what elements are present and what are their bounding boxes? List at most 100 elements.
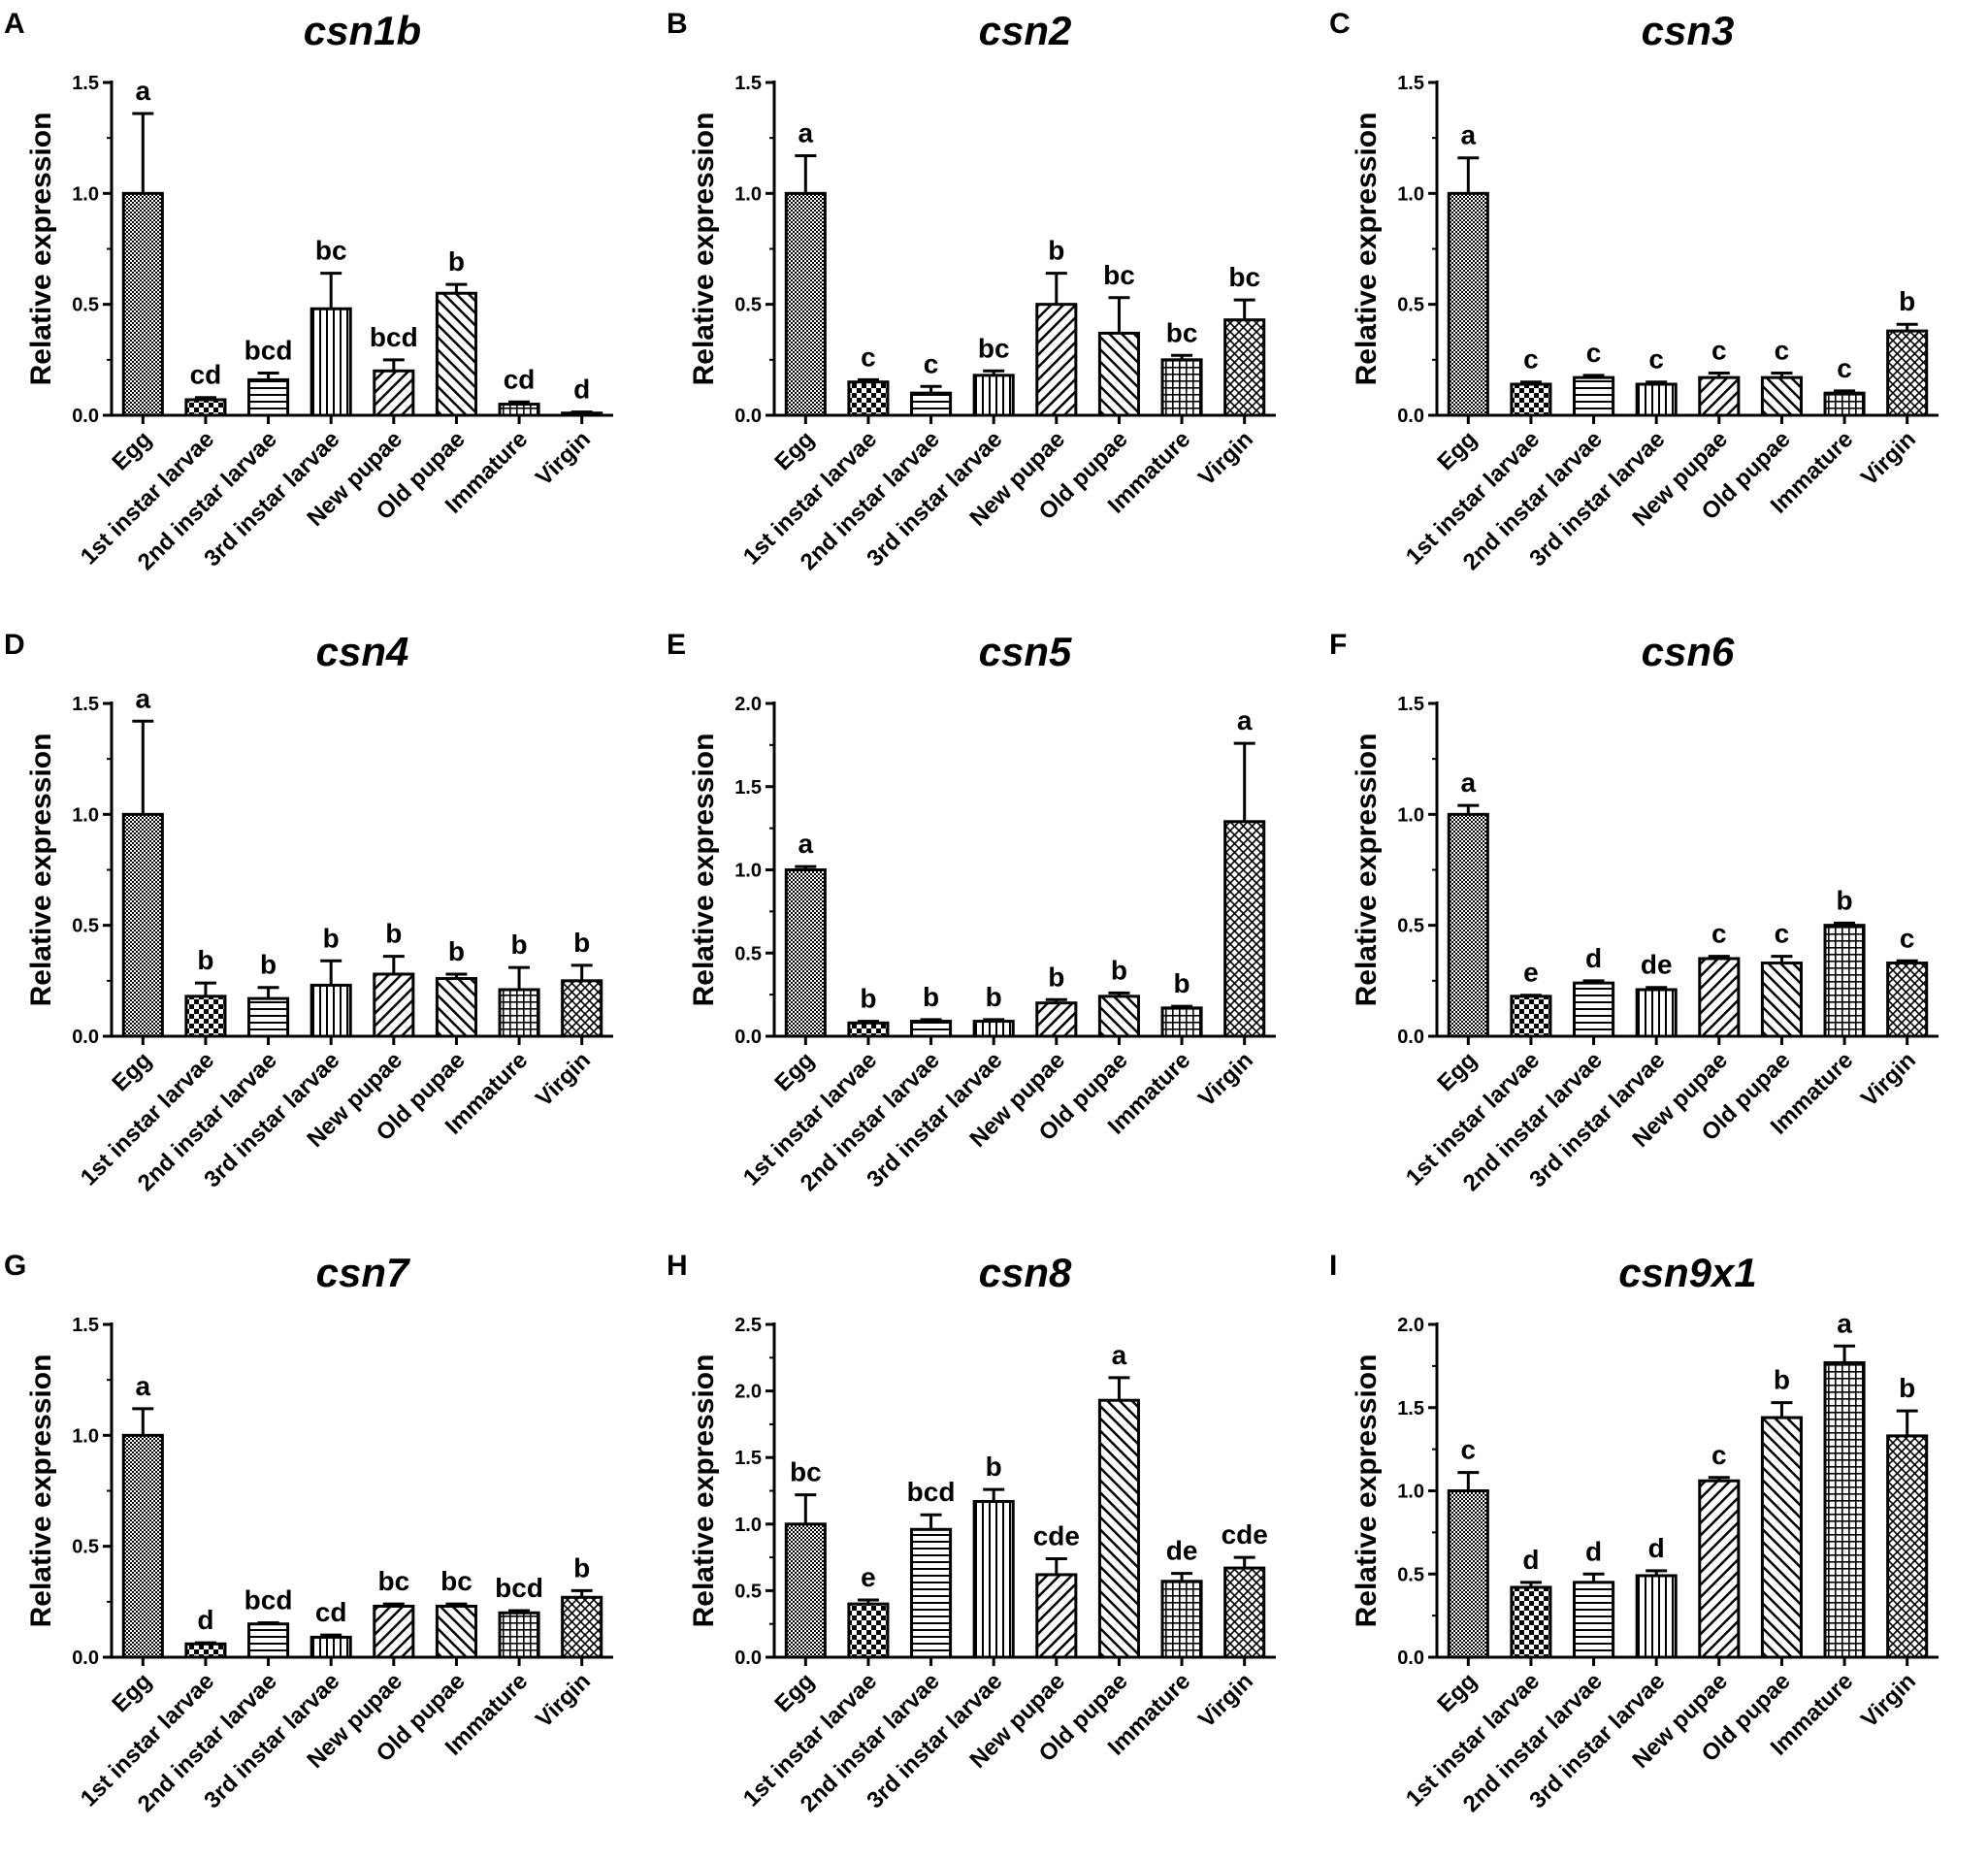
panel-c-significance-label: b xyxy=(1899,286,1915,316)
panel-f-significance-label: c xyxy=(1900,923,1915,953)
panel-c-y-tick-label: 1.0 xyxy=(1397,183,1424,205)
panel-f-category-label: Egg xyxy=(1432,1047,1482,1096)
panel-e-bar xyxy=(972,1020,1015,1038)
panel-f-significance-label: c xyxy=(1775,919,1790,949)
panel-f-significance-label: c xyxy=(1711,919,1727,949)
panel-f-title: csn6 xyxy=(1642,629,1735,674)
panel-g-y-tick-label: 1.5 xyxy=(72,1315,99,1336)
panel-e-letter: E xyxy=(667,629,686,661)
panel-b-y-tick-label: 0.0 xyxy=(734,406,762,427)
panel-i-title: csn9x1 xyxy=(1618,1250,1756,1295)
panel-e-y-tick-label: 0.5 xyxy=(734,943,762,964)
panel-a-y-tick-label: 1.5 xyxy=(72,73,99,94)
panel-i-bar xyxy=(1760,1416,1803,1659)
panel-d-significance-label: b xyxy=(260,950,277,980)
panel-g-bar xyxy=(247,1622,290,1659)
panel-a-significance-label: cd xyxy=(190,360,222,390)
panel-i-bar xyxy=(1823,1360,1866,1659)
panel-c-letter: C xyxy=(1329,8,1351,40)
panel-d-significance-label: b xyxy=(323,923,340,953)
panel-i-y-tick-label: 1.5 xyxy=(1397,1398,1424,1419)
panel-h-significance-label: de xyxy=(1166,1536,1198,1566)
panel-i-significance-label: a xyxy=(1837,1308,1852,1338)
panel-f-bar xyxy=(1510,995,1552,1038)
panel-d-bar xyxy=(310,983,352,1038)
panel-c-category-label: Virgin xyxy=(1856,426,1921,491)
panel-h-bar xyxy=(1223,1566,1266,1659)
panel-i-y-tick-label: 2.0 xyxy=(1397,1315,1424,1336)
panel-e-title: csn5 xyxy=(979,629,1072,674)
panel-a-significance-label: bcd xyxy=(244,336,293,366)
panel-h-y-tick-label: 2.5 xyxy=(734,1315,762,1336)
panel-b-y-tick-label: 0.5 xyxy=(734,295,762,316)
panel-c-y-axis-label: Relative expression xyxy=(1351,113,1383,386)
panel-i-significance-label: d xyxy=(1522,1545,1539,1575)
panel-c-significance-label: c xyxy=(1648,344,1664,375)
panel-d-significance-label: b xyxy=(197,945,213,975)
panel-f-category-label: Virgin xyxy=(1856,1047,1921,1112)
panel-d-y-tick-label: 1.5 xyxy=(72,694,99,715)
panel-a-significance-label: b xyxy=(448,246,465,277)
panel-b-significance-label: bc xyxy=(1166,317,1198,347)
panel-c-significance-label: c xyxy=(1586,338,1602,368)
panel-g-y-tick-label: 0.0 xyxy=(72,1648,99,1669)
panel-g-bar xyxy=(435,1604,477,1659)
panel-g-category-label: Virgin xyxy=(531,1668,596,1733)
panel-g-bar xyxy=(498,1611,540,1659)
panel-g-bar xyxy=(121,1433,164,1659)
panel-e-bar xyxy=(1097,995,1140,1038)
panel-d-significance-label: b xyxy=(385,919,402,949)
panel-i-bar xyxy=(1635,1574,1678,1659)
panel-a-bar xyxy=(373,369,415,417)
panel-c-significance-label: a xyxy=(1461,120,1477,150)
panel-b-letter: B xyxy=(667,8,688,40)
panel-g-bar xyxy=(373,1604,415,1659)
panel-i-y-tick-label: 0.5 xyxy=(1397,1564,1424,1585)
panel-g-significance-label: bc xyxy=(377,1566,409,1596)
panel-a-category-label: Egg xyxy=(107,426,156,475)
panel-b-bar xyxy=(1035,303,1078,417)
panel-f-y-tick-label: 1.5 xyxy=(1397,694,1424,715)
panel-g-letter: G xyxy=(4,1250,26,1282)
panel-a-bar xyxy=(435,291,477,417)
panel-b-significance-label: c xyxy=(861,342,876,372)
panel-h-significance-label: e xyxy=(861,1562,876,1592)
panel-e-bar xyxy=(1035,1001,1078,1038)
panel-b-bar xyxy=(784,191,827,417)
panel-i-bar xyxy=(1447,1489,1489,1659)
panel-a-bar xyxy=(184,398,227,417)
panel-e-bar xyxy=(1160,1006,1203,1038)
panel-a-significance-label: d xyxy=(573,375,590,405)
panel-i-significance-label: d xyxy=(1585,1536,1602,1566)
panel-b-significance-label: b xyxy=(1048,236,1064,266)
panel-e-bar xyxy=(1223,820,1266,1038)
panel-d-bar xyxy=(373,972,415,1038)
panel-c-bar xyxy=(1760,375,1803,417)
panel-f-bar xyxy=(1760,962,1803,1038)
panel-b-bar xyxy=(1223,318,1266,417)
panel-e-bar xyxy=(847,1021,890,1038)
panel-d-bar xyxy=(561,979,603,1038)
panel-b-bar xyxy=(910,391,953,417)
panel-h-bar xyxy=(784,1522,827,1659)
panel-h-y-axis-label: Relative expression xyxy=(688,1354,720,1628)
panel-g-significance-label: bcd xyxy=(244,1585,293,1615)
panel-b-category-label: Egg xyxy=(769,426,819,475)
panel-i-bar xyxy=(1886,1434,1929,1659)
panel-g-bar xyxy=(561,1595,603,1659)
panel-d-bar xyxy=(435,977,477,1038)
panel-a-significance-label: bc xyxy=(315,236,347,266)
panel-f-significance-label: de xyxy=(1641,950,1673,980)
panel-b-bar xyxy=(1097,331,1140,417)
panel-a-y-tick-label: 0.0 xyxy=(72,406,99,427)
panel-c-title: csn3 xyxy=(1642,8,1735,53)
panel-h-significance-label: cde xyxy=(1222,1519,1268,1550)
panel-a-bar xyxy=(247,377,290,417)
panel-e-significance-label: b xyxy=(1174,968,1190,998)
panel-f-bar xyxy=(1698,957,1741,1038)
panel-i-letter: I xyxy=(1329,1250,1337,1282)
panel-d-significance-label: b xyxy=(511,930,528,960)
panel-a-significance-label: a xyxy=(136,76,151,106)
